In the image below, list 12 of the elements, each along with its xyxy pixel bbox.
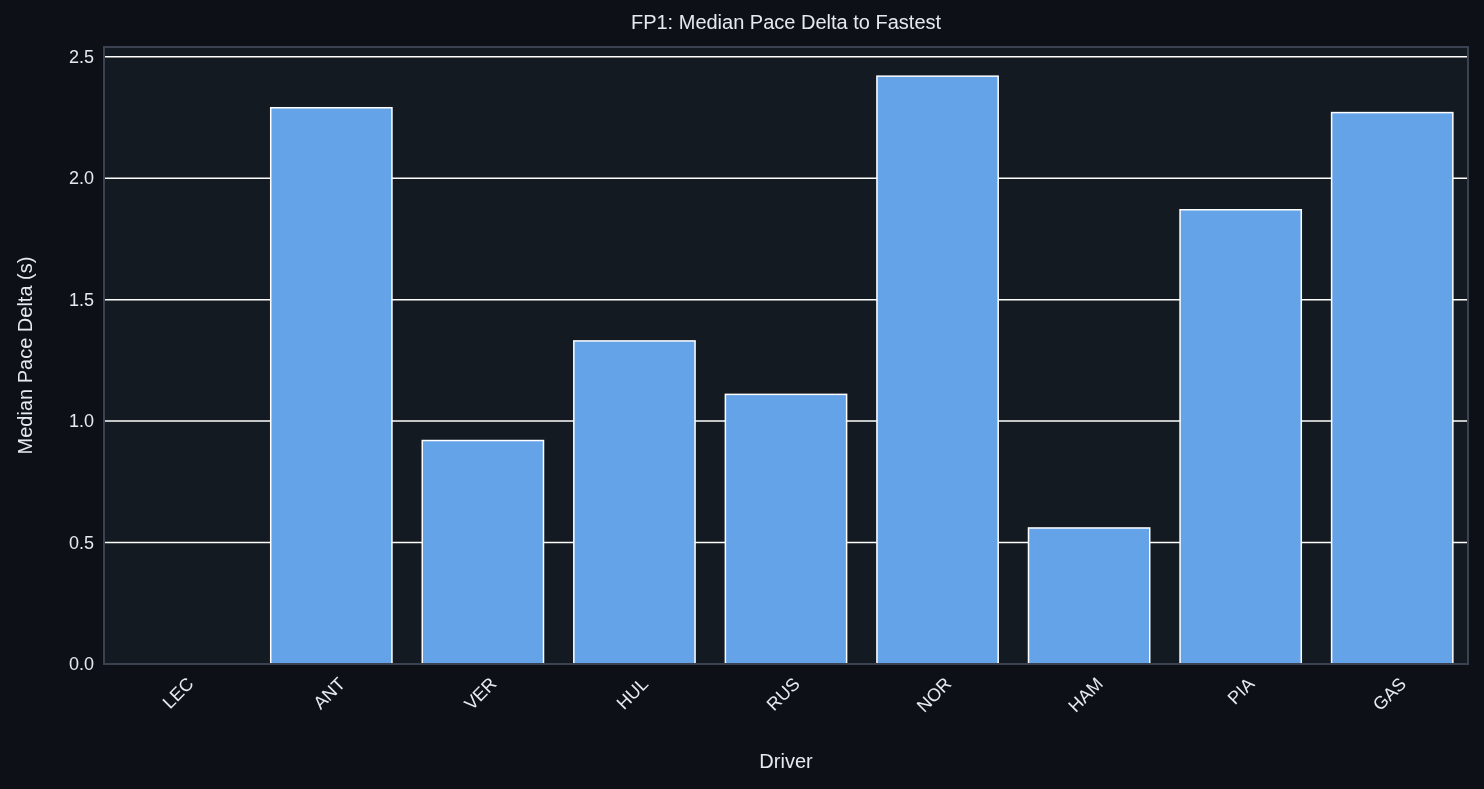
y-tick-label: 0.5 [68,532,94,553]
chart-title: FP1: Median Pace Delta to Fastest [630,11,942,33]
y-tick-label: 2.5 [68,47,94,68]
x-tick-label: HUL [612,673,653,714]
x-axis-title: Driver [759,750,813,772]
x-tick-label: VER [460,673,501,714]
y-tick-label: 0.0 [68,654,94,675]
y-tick-label: 1.0 [68,411,94,432]
x-tick-label: PIA [1223,673,1259,709]
y-axis-title: Median Pace Delta (s) [14,256,36,455]
y-tick-label: 2.0 [68,168,94,189]
y-tick-label: 1.5 [68,289,94,310]
